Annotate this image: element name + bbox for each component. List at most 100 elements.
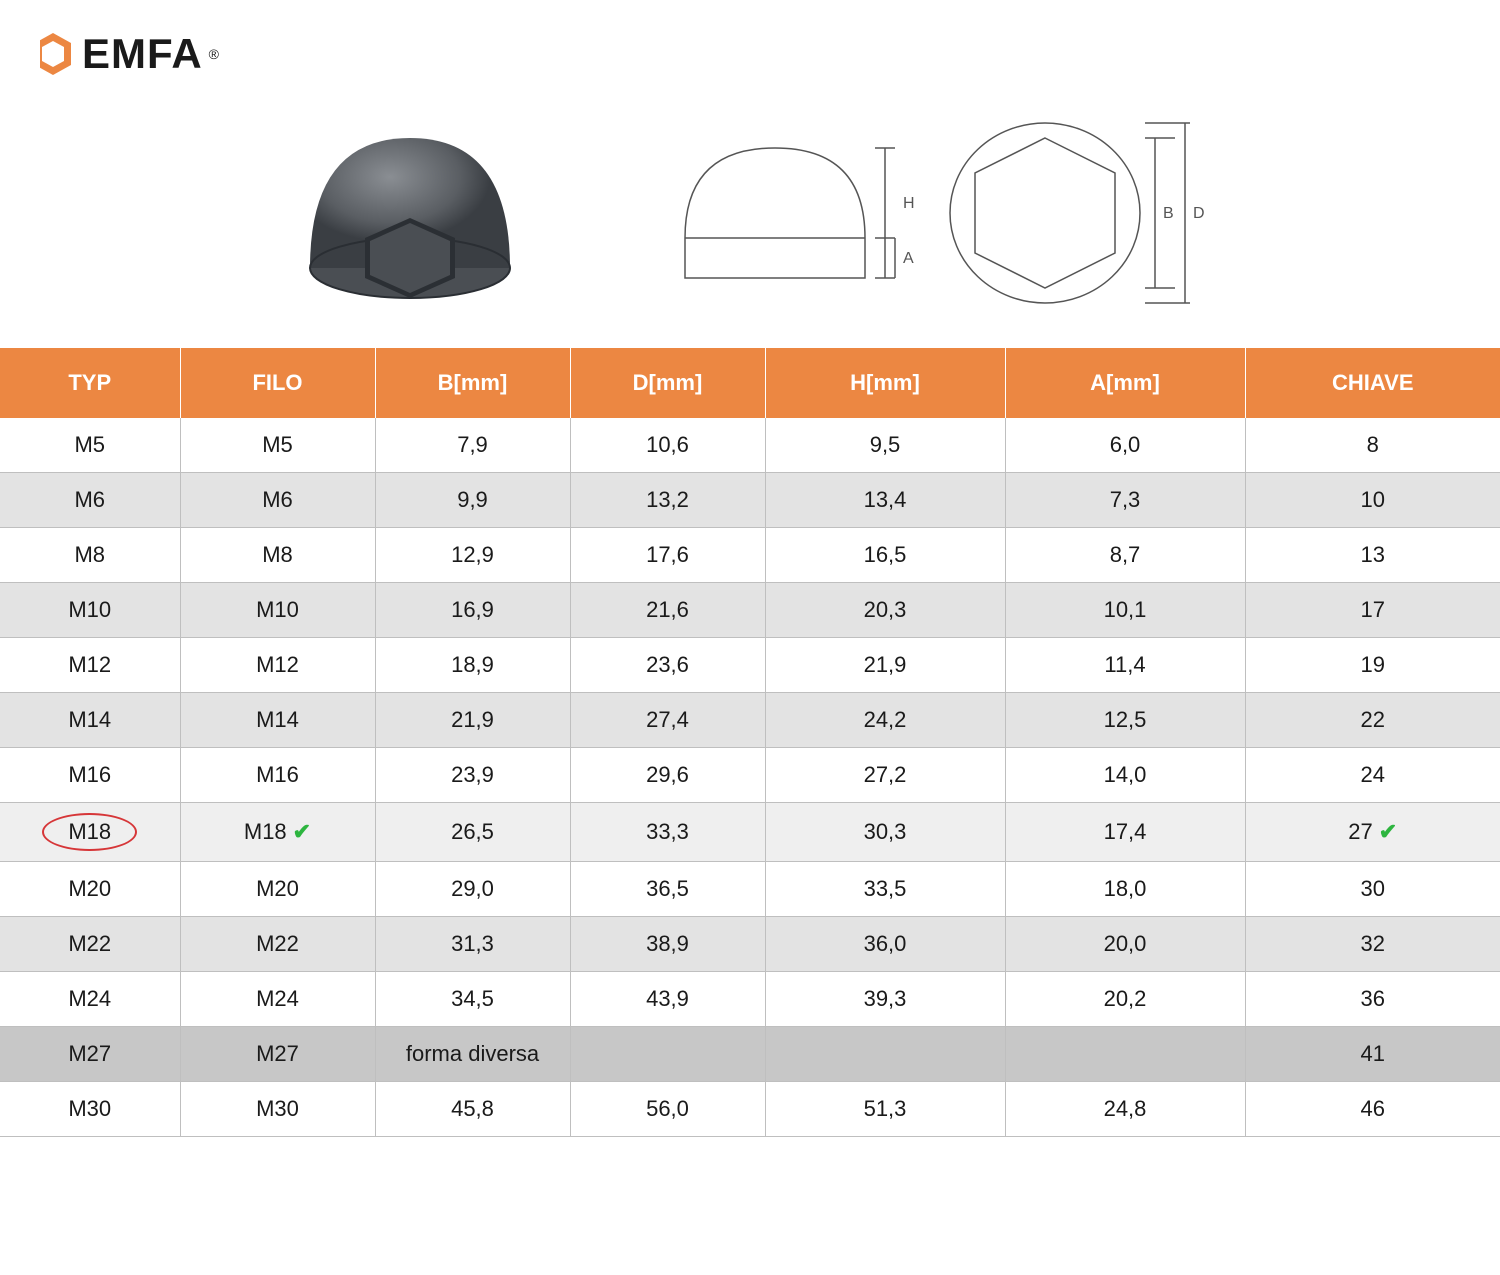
cell-chiave: 46 (1245, 1082, 1500, 1137)
specs-table: TYP FILO B[mm] D[mm] H[mm] A[mm] CHIAVE … (0, 348, 1500, 1137)
table-row: M27M27forma diversa41 (0, 1027, 1500, 1082)
cell-a: 11,4 (1005, 638, 1245, 693)
cell-typ: M22 (0, 917, 180, 972)
cell-b: 12,9 (375, 528, 570, 583)
cell-filo: M10 (180, 583, 375, 638)
table-row: M30M3045,856,051,324,846 (0, 1082, 1500, 1137)
check-icon: ✔ (293, 819, 311, 844)
cell-a: 8,7 (1005, 528, 1245, 583)
cell-a: 20,0 (1005, 917, 1245, 972)
cell-b: forma diversa (375, 1027, 570, 1082)
cell-b: 26,5 (375, 803, 570, 862)
cell-b: 45,8 (375, 1082, 570, 1137)
cell-typ: M24 (0, 972, 180, 1027)
technical-diagram: H A B D (645, 108, 1205, 308)
registered-mark: ® (209, 46, 219, 62)
cell-d: 43,9 (570, 972, 765, 1027)
page: EMFA ® (0, 0, 1500, 1137)
cell-b: 7,9 (375, 418, 570, 473)
cell-d: 38,9 (570, 917, 765, 972)
header: EMFA ® (0, 0, 1500, 98)
cell-d: 17,6 (570, 528, 765, 583)
cell-h: 24,2 (765, 693, 1005, 748)
cell-h: 36,0 (765, 917, 1005, 972)
cell-b: 21,9 (375, 693, 570, 748)
cell-typ: M18 (0, 803, 180, 862)
cell-typ: M14 (0, 693, 180, 748)
cell-chiave: 27✔ (1245, 803, 1500, 862)
cell-d: 33,3 (570, 803, 765, 862)
table-row: M18M18✔26,533,330,317,427✔ (0, 803, 1500, 862)
table-body: M5M57,910,69,56,08M6M69,913,213,47,310M8… (0, 418, 1500, 1137)
check-icon: ✔ (1379, 819, 1397, 844)
cell-chiave: 24 (1245, 748, 1500, 803)
cell-typ: M8 (0, 528, 180, 583)
hexagon-icon (30, 31, 76, 77)
table-header: TYP FILO B[mm] D[mm] H[mm] A[mm] CHIAVE (0, 348, 1500, 418)
table-row: M10M1016,921,620,310,117 (0, 583, 1500, 638)
cell-b: 23,9 (375, 748, 570, 803)
cell-b: 29,0 (375, 862, 570, 917)
cell-filo: M22 (180, 917, 375, 972)
col-header-h: H[mm] (765, 348, 1005, 418)
cell-typ: M12 (0, 638, 180, 693)
col-header-filo: FILO (180, 348, 375, 418)
cell-h: 20,3 (765, 583, 1005, 638)
cell-d: 56,0 (570, 1082, 765, 1137)
cell-a: 6,0 (1005, 418, 1245, 473)
cell-b: 18,9 (375, 638, 570, 693)
svg-text:B: B (1163, 205, 1174, 222)
col-header-a: A[mm] (1005, 348, 1245, 418)
cell-filo: M12 (180, 638, 375, 693)
cell-h (765, 1027, 1005, 1082)
cell-filo: M6 (180, 473, 375, 528)
cell-filo: M20 (180, 862, 375, 917)
cell-typ: M20 (0, 862, 180, 917)
cell-filo: M30 (180, 1082, 375, 1137)
cell-filo: M18✔ (180, 803, 375, 862)
cell-typ: M10 (0, 583, 180, 638)
col-header-typ: TYP (0, 348, 180, 418)
cell-chiave: 30 (1245, 862, 1500, 917)
col-header-chiave: CHIAVE (1245, 348, 1500, 418)
cell-d: 13,2 (570, 473, 765, 528)
cell-chiave: 8 (1245, 418, 1500, 473)
cell-h: 33,5 (765, 862, 1005, 917)
cell-a (1005, 1027, 1245, 1082)
cell-chiave: 17 (1245, 583, 1500, 638)
cell-a: 20,2 (1005, 972, 1245, 1027)
cell-chiave: 19 (1245, 638, 1500, 693)
cell-chiave: 36 (1245, 972, 1500, 1027)
cell-chiave: 22 (1245, 693, 1500, 748)
cell-typ: M27 (0, 1027, 180, 1082)
brand-logo: EMFA ® (30, 30, 219, 78)
svg-text:H: H (903, 195, 915, 212)
cell-h: 39,3 (765, 972, 1005, 1027)
cell-filo: M24 (180, 972, 375, 1027)
brand-name: EMFA (82, 30, 203, 78)
col-header-d: D[mm] (570, 348, 765, 418)
cell-h: 27,2 (765, 748, 1005, 803)
table-row: M8M812,917,616,58,713 (0, 528, 1500, 583)
cell-a: 12,5 (1005, 693, 1245, 748)
cell-typ: M30 (0, 1082, 180, 1137)
cell-d: 29,6 (570, 748, 765, 803)
cell-h: 30,3 (765, 803, 1005, 862)
cell-typ: M6 (0, 473, 180, 528)
cell-filo: M14 (180, 693, 375, 748)
cell-filo: M8 (180, 528, 375, 583)
table-row: M16M1623,929,627,214,024 (0, 748, 1500, 803)
cell-typ: M16 (0, 748, 180, 803)
cell-a: 10,1 (1005, 583, 1245, 638)
cell-b: 16,9 (375, 583, 570, 638)
table-row: M5M57,910,69,56,08 (0, 418, 1500, 473)
cell-a: 18,0 (1005, 862, 1245, 917)
cell-d: 23,6 (570, 638, 765, 693)
cell-b: 34,5 (375, 972, 570, 1027)
cell-chiave: 41 (1245, 1027, 1500, 1082)
cell-a: 24,8 (1005, 1082, 1245, 1137)
cell-d (570, 1027, 765, 1082)
table-row: M14M1421,927,424,212,522 (0, 693, 1500, 748)
cell-h: 13,4 (765, 473, 1005, 528)
cell-filo: M27 (180, 1027, 375, 1082)
